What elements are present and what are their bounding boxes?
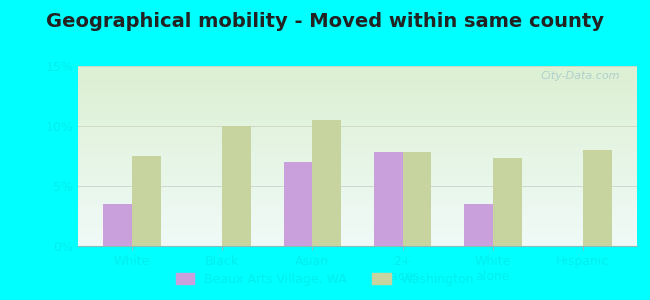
Bar — [222, 126, 251, 246]
Bar — [313, 120, 341, 246]
Bar — [374, 152, 402, 246]
Legend: Beaux Arts Village, WA, Washington: Beaux Arts Village, WA, Washington — [170, 268, 480, 291]
Text: City-Data.com: City-Data.com — [541, 71, 620, 81]
Bar — [493, 158, 521, 246]
Bar — [132, 156, 161, 246]
Bar — [464, 204, 493, 246]
Bar — [402, 152, 432, 246]
Bar — [583, 150, 612, 246]
Bar — [103, 204, 132, 246]
Bar — [283, 162, 313, 246]
Text: Geographical mobility - Moved within same county: Geographical mobility - Moved within sam… — [46, 12, 604, 31]
